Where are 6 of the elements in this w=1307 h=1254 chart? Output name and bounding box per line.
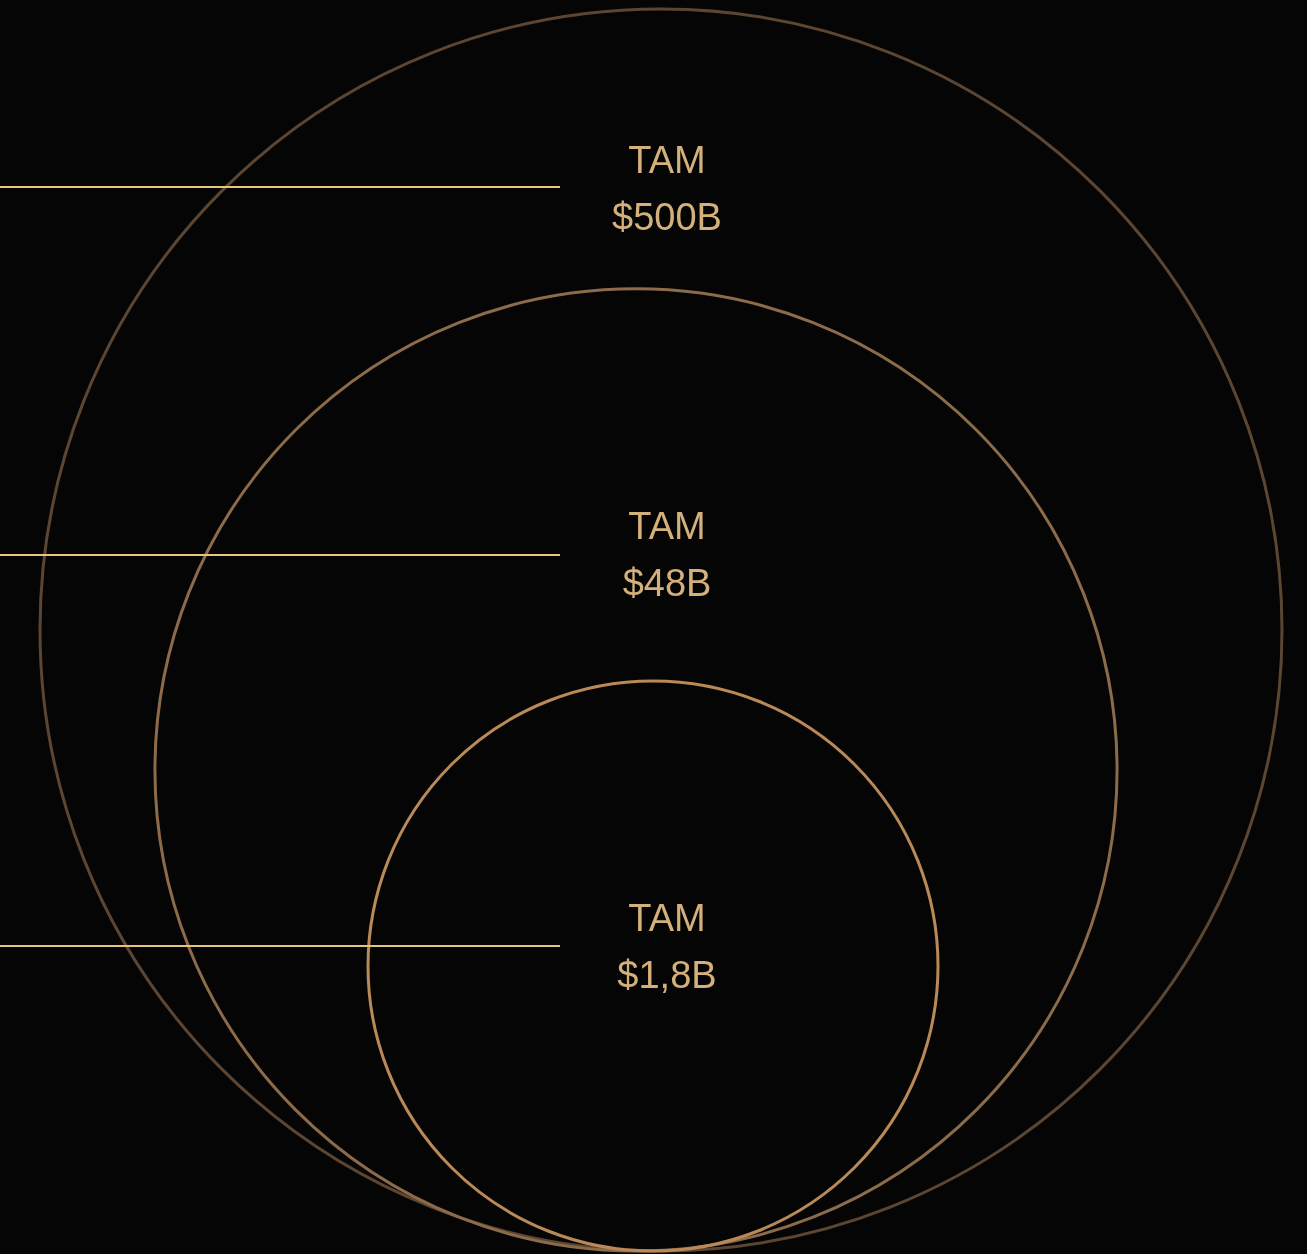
data-label: $1,8B xyxy=(617,954,717,997)
data-label: $500B xyxy=(612,196,722,239)
category-label: TAM xyxy=(628,897,706,940)
data-label: $48B xyxy=(622,562,712,605)
category-label: TAM xyxy=(628,139,706,182)
category-label: TAM xyxy=(628,505,706,548)
